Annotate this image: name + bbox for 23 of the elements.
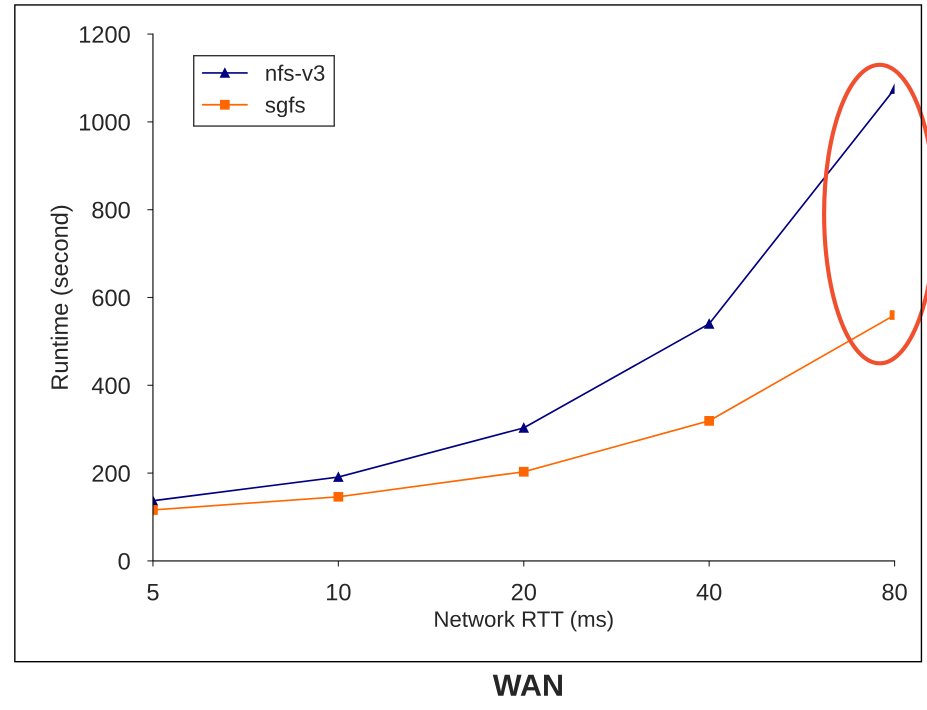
y-tick-label: 0: [118, 552, 130, 570]
point: [333, 492, 344, 502]
x-tick-label: 10: [327, 584, 351, 600]
y-tick-label: 200: [92, 465, 130, 482]
point: [518, 423, 529, 433]
y-tick-label: 1000: [80, 114, 130, 131]
legend-label: sgfs: [265, 96, 305, 118]
y-tick-label: 400: [92, 377, 130, 394]
legend-label: nfs-v3: [266, 64, 324, 81]
x-tick-label: 40: [696, 584, 722, 600]
x-tick-label: 5: [147, 584, 159, 600]
point: [704, 416, 714, 426]
x-tick-label: 80: [882, 584, 907, 600]
point: [704, 318, 714, 329]
text: WAN: [492, 674, 562, 696]
y-tick-label: 800: [92, 202, 130, 218]
point: [518, 466, 529, 477]
point: [333, 472, 344, 482]
x-axis-title: Network RTT (ms): [435, 610, 613, 632]
y-axis-title: Runtime (second): [50, 206, 73, 389]
y-tick-label: 1200: [80, 26, 130, 43]
y-tick-label: 600: [92, 290, 130, 306]
x-tick-label: 20: [512, 584, 536, 600]
